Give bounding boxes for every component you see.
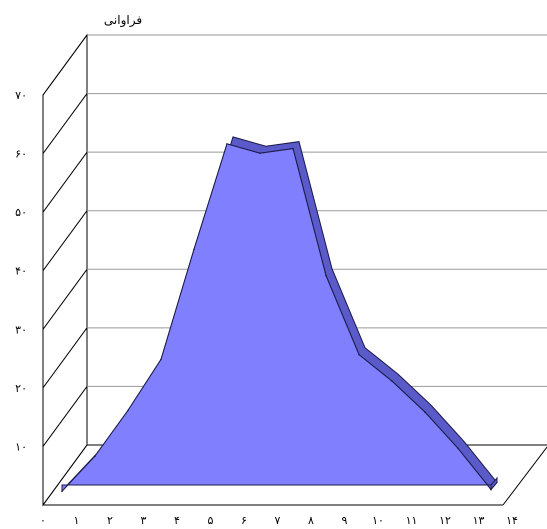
- x-tick-label: ۱۰: [372, 514, 384, 527]
- chart-walls: [42, 33, 547, 507]
- data-point: [292, 147, 294, 150]
- y-tick-label: ۴۰: [15, 265, 27, 278]
- data-point: [127, 409, 129, 412]
- x-tick-label: ۴: [174, 514, 180, 527]
- y-tick-label: ۶۰: [15, 148, 27, 161]
- y-tick-label: ۷۰: [15, 89, 27, 102]
- gridline-depth: [42, 34, 88, 96]
- x-tick-label: ۱۳: [473, 514, 485, 527]
- data-point: [490, 488, 492, 491]
- x-tick-label: ۱۴: [506, 514, 518, 527]
- y-axis-label: فراوانی: [104, 13, 142, 28]
- x-tick-label: ۲: [107, 514, 113, 527]
- data-point: [61, 490, 63, 493]
- data-point: [457, 447, 459, 450]
- data-point: [424, 411, 426, 413]
- area-front-face: [61, 143, 492, 493]
- gridline-depth: [42, 327, 88, 389]
- x-tick-label: ۱۱: [406, 514, 418, 527]
- y-tick-label: ۱۰: [15, 440, 27, 453]
- data-point: [226, 143, 228, 145]
- x-tick-label: ۷: [275, 514, 281, 527]
- y-tick-label: ۲۰: [15, 382, 27, 395]
- x-tick-label: ۱: [74, 514, 80, 527]
- floor-edge-left: [42, 444, 88, 506]
- x-tick-label: ۳: [141, 514, 147, 527]
- data-point: [391, 380, 393, 382]
- y-tick-label: ۵۰: [15, 206, 27, 219]
- left-wall: [42, 33, 88, 507]
- data-point: [94, 455, 96, 457]
- data-point: [358, 353, 360, 356]
- x-tick-label: ۸: [308, 514, 314, 527]
- y-axis-ticks: ۱۰ ۲۰ ۳۰ ۴۰ ۵۰ ۶۰ ۷۰: [15, 89, 27, 453]
- gridline-depth: [42, 93, 88, 154]
- x-tick-label: ۱۲: [439, 514, 451, 527]
- gridline-depth: [42, 151, 88, 213]
- gridline-depth: [42, 268, 88, 330]
- x-tick-label: ۶: [241, 514, 247, 527]
- data-point: [259, 152, 261, 155]
- data-point: [193, 248, 195, 251]
- floor-edge-right: [502, 446, 547, 506]
- x-tick-label: ۹: [342, 514, 348, 527]
- y-tick-label: ۳۰: [15, 323, 27, 336]
- data-point: [160, 358, 162, 361]
- data-area: [61, 136, 498, 493]
- x-tick-label: ۰: [40, 514, 46, 527]
- data-point: [325, 274, 327, 277]
- gridline-depth: [42, 210, 88, 272]
- x-axis-ticks: ۰ ۱ ۲ ۳ ۴ ۵ ۶ ۷ ۸ ۹ ۱۰ ۱۱ ۱۲ ۱۳ ۱۴: [40, 514, 518, 527]
- gridline-depth: [42, 386, 88, 447]
- x-tick-label: ۵: [208, 514, 214, 527]
